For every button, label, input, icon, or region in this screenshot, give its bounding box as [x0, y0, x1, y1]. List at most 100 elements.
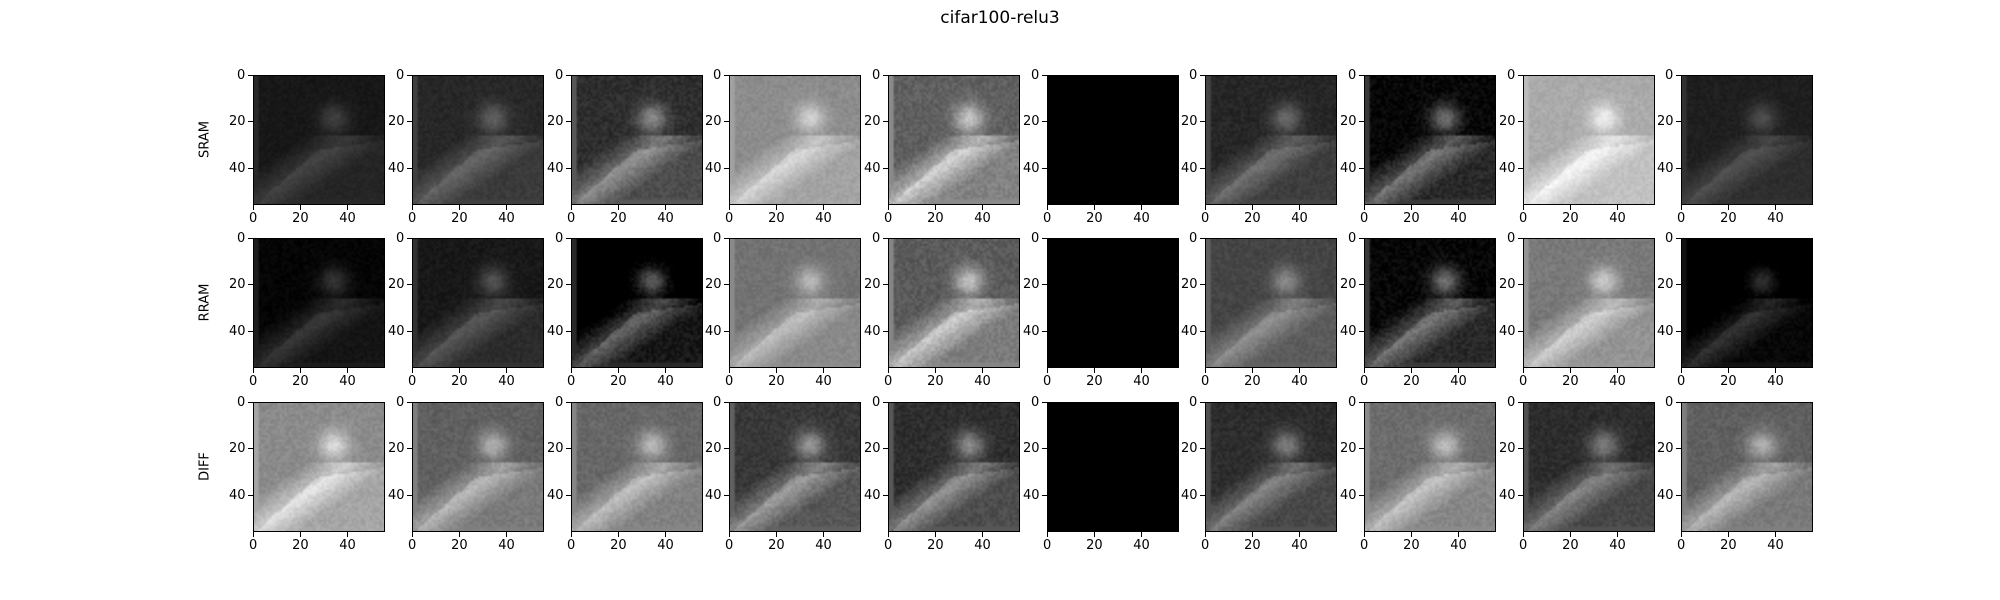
y-tick-label: 0	[872, 68, 881, 83]
x-tick-label: 0	[249, 538, 258, 553]
y-tick-label: 20	[1181, 441, 1198, 457]
y-tick-label: 40	[864, 487, 881, 503]
y-tick-label: 40	[547, 160, 564, 176]
x-tick	[1299, 368, 1301, 373]
x-tick-label: 20	[292, 538, 309, 553]
y-tick-label: 0	[1031, 231, 1040, 246]
feature-map-image	[1682, 239, 1812, 367]
y-tick-label: 40	[1181, 160, 1198, 176]
y-tick-label: 20	[1181, 114, 1198, 130]
x-tick-label: 40	[339, 538, 356, 553]
x-tick	[1775, 368, 1777, 373]
x-tick	[776, 368, 778, 373]
feature-map-image	[254, 403, 384, 531]
x-tick	[1047, 532, 1048, 537]
panel-rram-2	[412, 238, 544, 368]
feature-map-image	[254, 239, 384, 367]
y-tick-label: 0	[713, 395, 722, 410]
x-tick	[1411, 532, 1413, 537]
panel-diff-7	[1205, 402, 1337, 532]
panel-rram-7	[1205, 238, 1337, 368]
x-tick-label: 0	[1519, 211, 1528, 226]
x-tick	[982, 368, 984, 373]
feature-map-image	[413, 239, 543, 367]
y-tick	[1042, 402, 1047, 403]
y-tick	[407, 284, 412, 286]
y-tick	[248, 330, 253, 332]
y-tick	[883, 284, 888, 286]
x-tick-label: 0	[884, 211, 893, 226]
y-tick	[566, 75, 571, 76]
y-tick	[566, 238, 571, 239]
x-tick-label: 20	[768, 374, 785, 389]
row-label-sram: SRAM	[197, 121, 213, 158]
x-tick	[506, 205, 508, 210]
y-tick	[1200, 448, 1205, 450]
panel-rram-8	[1364, 238, 1496, 368]
y-tick	[1042, 121, 1047, 123]
y-tick	[1042, 284, 1047, 286]
y-tick-label: 0	[713, 231, 722, 246]
x-tick	[888, 368, 889, 373]
x-tick-label: 40	[1291, 374, 1308, 389]
y-tick	[1042, 238, 1047, 239]
y-tick	[1359, 284, 1364, 286]
panel-sram-1	[253, 75, 385, 205]
x-tick-label: 20	[1244, 211, 1261, 226]
y-tick	[407, 238, 412, 239]
x-tick	[1728, 532, 1730, 537]
x-tick	[1252, 205, 1254, 210]
panel-sram-8	[1364, 75, 1496, 205]
panel-rram-1	[253, 238, 385, 368]
y-tick	[1042, 448, 1047, 450]
y-tick	[1676, 238, 1681, 239]
x-tick-label: 0	[1043, 538, 1052, 553]
y-tick-label: 0	[1031, 395, 1040, 410]
panel-sram-6	[1047, 75, 1179, 205]
x-tick	[300, 205, 302, 210]
x-tick	[1523, 205, 1524, 210]
x-tick-label: 20	[1562, 374, 1579, 389]
y-tick-label: 0	[1507, 231, 1516, 246]
y-tick-label: 20	[1023, 114, 1040, 130]
y-tick-label: 40	[547, 487, 564, 503]
y-tick-label: 40	[864, 323, 881, 339]
feature-map-image	[1682, 403, 1812, 531]
x-tick	[1458, 532, 1460, 537]
feature-map-image	[730, 239, 860, 367]
feature-map-image	[1524, 239, 1654, 367]
panel-rram-10	[1681, 238, 1813, 368]
y-tick	[1676, 167, 1681, 169]
y-tick-label: 40	[1340, 160, 1357, 176]
y-tick-label: 20	[1499, 441, 1516, 457]
x-tick	[412, 368, 413, 373]
feature-map-image	[1365, 403, 1495, 531]
y-tick-label: 0	[555, 68, 564, 83]
x-tick-label: 20	[1403, 538, 1420, 553]
x-tick-label: 0	[725, 374, 734, 389]
y-tick	[1518, 330, 1523, 332]
feature-map-image	[730, 76, 860, 204]
x-tick	[571, 368, 572, 373]
x-tick-label: 40	[498, 374, 515, 389]
y-tick-label: 0	[1189, 68, 1198, 83]
y-tick	[883, 167, 888, 169]
x-tick-label: 40	[1767, 538, 1784, 553]
y-tick-label: 0	[1348, 395, 1357, 410]
y-tick	[883, 448, 888, 450]
x-tick-label: 0	[567, 211, 576, 226]
x-tick	[571, 532, 572, 537]
x-tick	[1523, 532, 1524, 537]
x-tick	[888, 205, 889, 210]
y-tick-label: 0	[237, 231, 246, 246]
x-tick	[1047, 368, 1048, 373]
panel-sram-3	[571, 75, 703, 205]
x-tick	[1617, 532, 1619, 537]
y-tick	[248, 494, 253, 496]
y-tick	[1518, 402, 1523, 403]
x-tick	[729, 205, 730, 210]
y-tick-label: 0	[555, 395, 564, 410]
y-tick	[1200, 402, 1205, 403]
x-tick-label: 0	[884, 374, 893, 389]
feature-map-image	[572, 76, 702, 204]
